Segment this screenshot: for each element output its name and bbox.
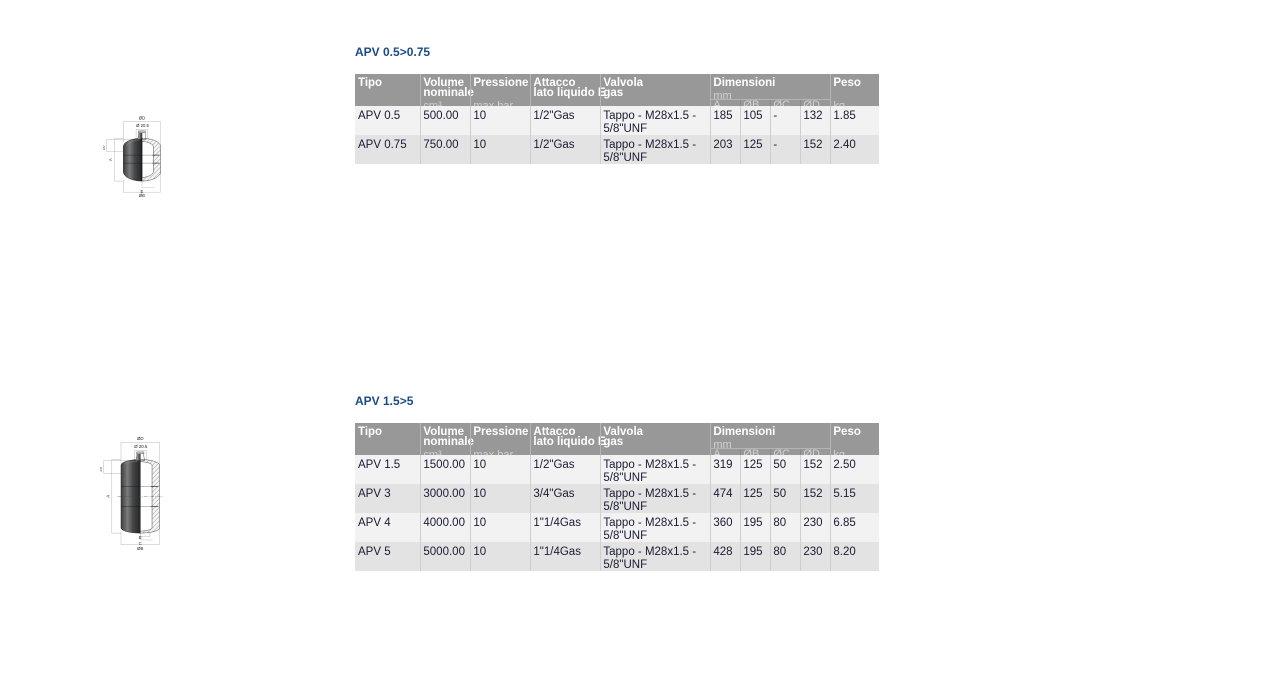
svg-text:Ø 20.5: Ø 20.5 [134,444,148,449]
svg-text:A: A [108,158,113,161]
svg-text:20: 20 [100,466,102,471]
svg-text:E: E [139,535,142,540]
svg-text:Ø 20.5: Ø 20.5 [136,123,149,128]
svg-text:A: A [105,495,110,498]
svg-text:ØD: ØD [139,115,145,120]
svg-text:20: 20 [103,145,105,150]
svg-text:ØD: ØD [137,436,144,441]
svg-text:ØB: ØB [139,193,145,198]
svg-text:ØB: ØB [137,546,143,551]
